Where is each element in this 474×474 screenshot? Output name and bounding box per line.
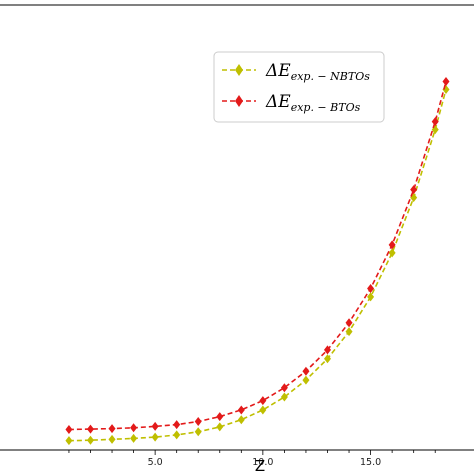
legend-label-nbtos: ΔEexp. − NBTOs: [265, 61, 370, 83]
data-point-btos: [345, 318, 353, 328]
series-btos: [65, 77, 450, 435]
data-point-nbtos: [130, 433, 138, 443]
data-point-nbtos: [302, 375, 310, 385]
data-point-nbtos: [388, 248, 396, 258]
legend-marker-nbtos: [235, 64, 243, 76]
legend-label-btos: ΔEexp. − BTOs: [265, 92, 361, 114]
legend-entry-nbtos: ΔEexp. − NBTOs: [222, 61, 370, 83]
legend-entry-btos: ΔEexp. − BTOs: [222, 92, 361, 114]
data-point-nbtos: [367, 292, 375, 302]
data-point-btos: [216, 412, 224, 422]
data-point-btos: [259, 396, 267, 406]
data-point-nbtos: [173, 430, 181, 440]
legend-box: [213, 51, 385, 123]
data-point-btos: [108, 424, 116, 434]
data-point-btos: [323, 345, 331, 355]
legend: ΔEexp. − NBTOs ΔEexp. − BTOs: [213, 51, 385, 123]
series-nbtos: [65, 85, 450, 446]
data-point-btos: [173, 420, 181, 430]
data-point-btos: [388, 240, 396, 250]
x-tick-label: 15.0: [360, 457, 381, 468]
data-point-nbtos: [259, 405, 267, 415]
data-point-btos: [194, 417, 202, 427]
series-layer: [65, 77, 450, 446]
data-point-nbtos: [151, 432, 159, 442]
x-axis-label: Z: [255, 457, 265, 474]
data-point-btos: [367, 283, 375, 293]
data-point-nbtos: [345, 327, 353, 337]
x-axis-ticks: 5.0 10.0 15.0: [68, 450, 436, 468]
data-point-btos: [442, 77, 450, 87]
data-point-nbtos: [86, 435, 94, 445]
legend-marker-btos: [235, 95, 243, 107]
data-point-btos: [302, 366, 310, 376]
data-point-nbtos: [237, 415, 245, 425]
data-point-btos: [151, 421, 159, 431]
data-point-nbtos: [323, 354, 331, 364]
data-point-nbtos: [280, 392, 288, 402]
data-point-btos: [65, 425, 73, 435]
x-tick-label: 10.0: [252, 457, 273, 468]
x-tick-label: 5.0: [148, 457, 163, 468]
data-point-nbtos: [65, 436, 73, 446]
data-point-nbtos: [431, 125, 439, 135]
data-point-nbtos: [194, 427, 202, 437]
data-point-nbtos: [108, 434, 116, 444]
data-point-btos: [431, 117, 439, 127]
data-point-btos: [280, 383, 288, 393]
data-point-btos: [410, 185, 418, 195]
data-point-btos: [86, 424, 94, 434]
data-point-nbtos: [216, 422, 224, 432]
plot-frame: [0, 4, 474, 451]
data-point-btos: [130, 423, 138, 433]
data-point-btos: [237, 405, 245, 415]
